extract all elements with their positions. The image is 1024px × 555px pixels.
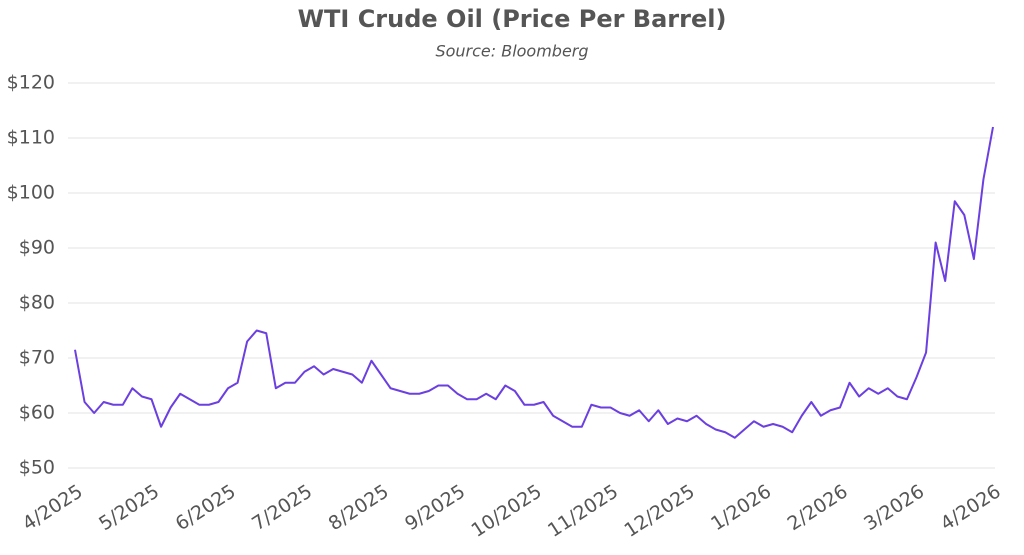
chart-subtitle: Source: Bloomberg [435,42,588,61]
y-tick-label: $80 [19,292,55,314]
x-tick-label: 3/2026 [860,480,928,535]
x-tick-label: 4/2025 [19,480,87,535]
x-tick-label: 6/2025 [172,480,240,535]
y-tick-label: $70 [19,347,55,369]
x-tick-label: 7/2025 [248,480,316,535]
data-line [74,126,994,439]
y-tick-label: $120 [7,72,55,94]
x-tick-label: 10/2025 [468,480,546,541]
x-tick-label: 9/2025 [401,480,469,535]
x-tick-label: 2/2026 [784,480,852,535]
chart-title: WTI Crude Oil (Price Per Barrel) [298,5,727,33]
x-tick-label: 1/2026 [707,480,775,535]
x-tick-label: 8/2025 [325,480,393,535]
y-tick-label: $110 [7,127,55,149]
y-tick-label: $50 [19,457,55,479]
x-tick-label: 5/2025 [95,480,163,535]
y-tick-label: $90 [19,237,55,259]
y-tick-label: $60 [19,402,55,424]
x-tick-label: 12/2025 [621,480,699,541]
x-tick-label: 4/2026 [937,480,1005,535]
x-tick-label: 11/2025 [544,480,622,541]
y-tick-label: $100 [7,182,55,204]
